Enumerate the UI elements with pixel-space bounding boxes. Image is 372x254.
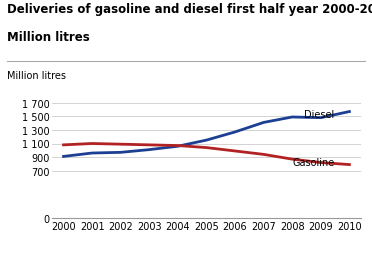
Text: Million litres: Million litres <box>7 30 90 43</box>
Text: Million litres: Million litres <box>7 71 67 81</box>
Text: Deliveries of gasoline and diesel first half year 2000-2010.: Deliveries of gasoline and diesel first … <box>7 3 372 15</box>
Text: Gasoline: Gasoline <box>292 157 334 167</box>
Text: Diesel: Diesel <box>304 110 334 120</box>
